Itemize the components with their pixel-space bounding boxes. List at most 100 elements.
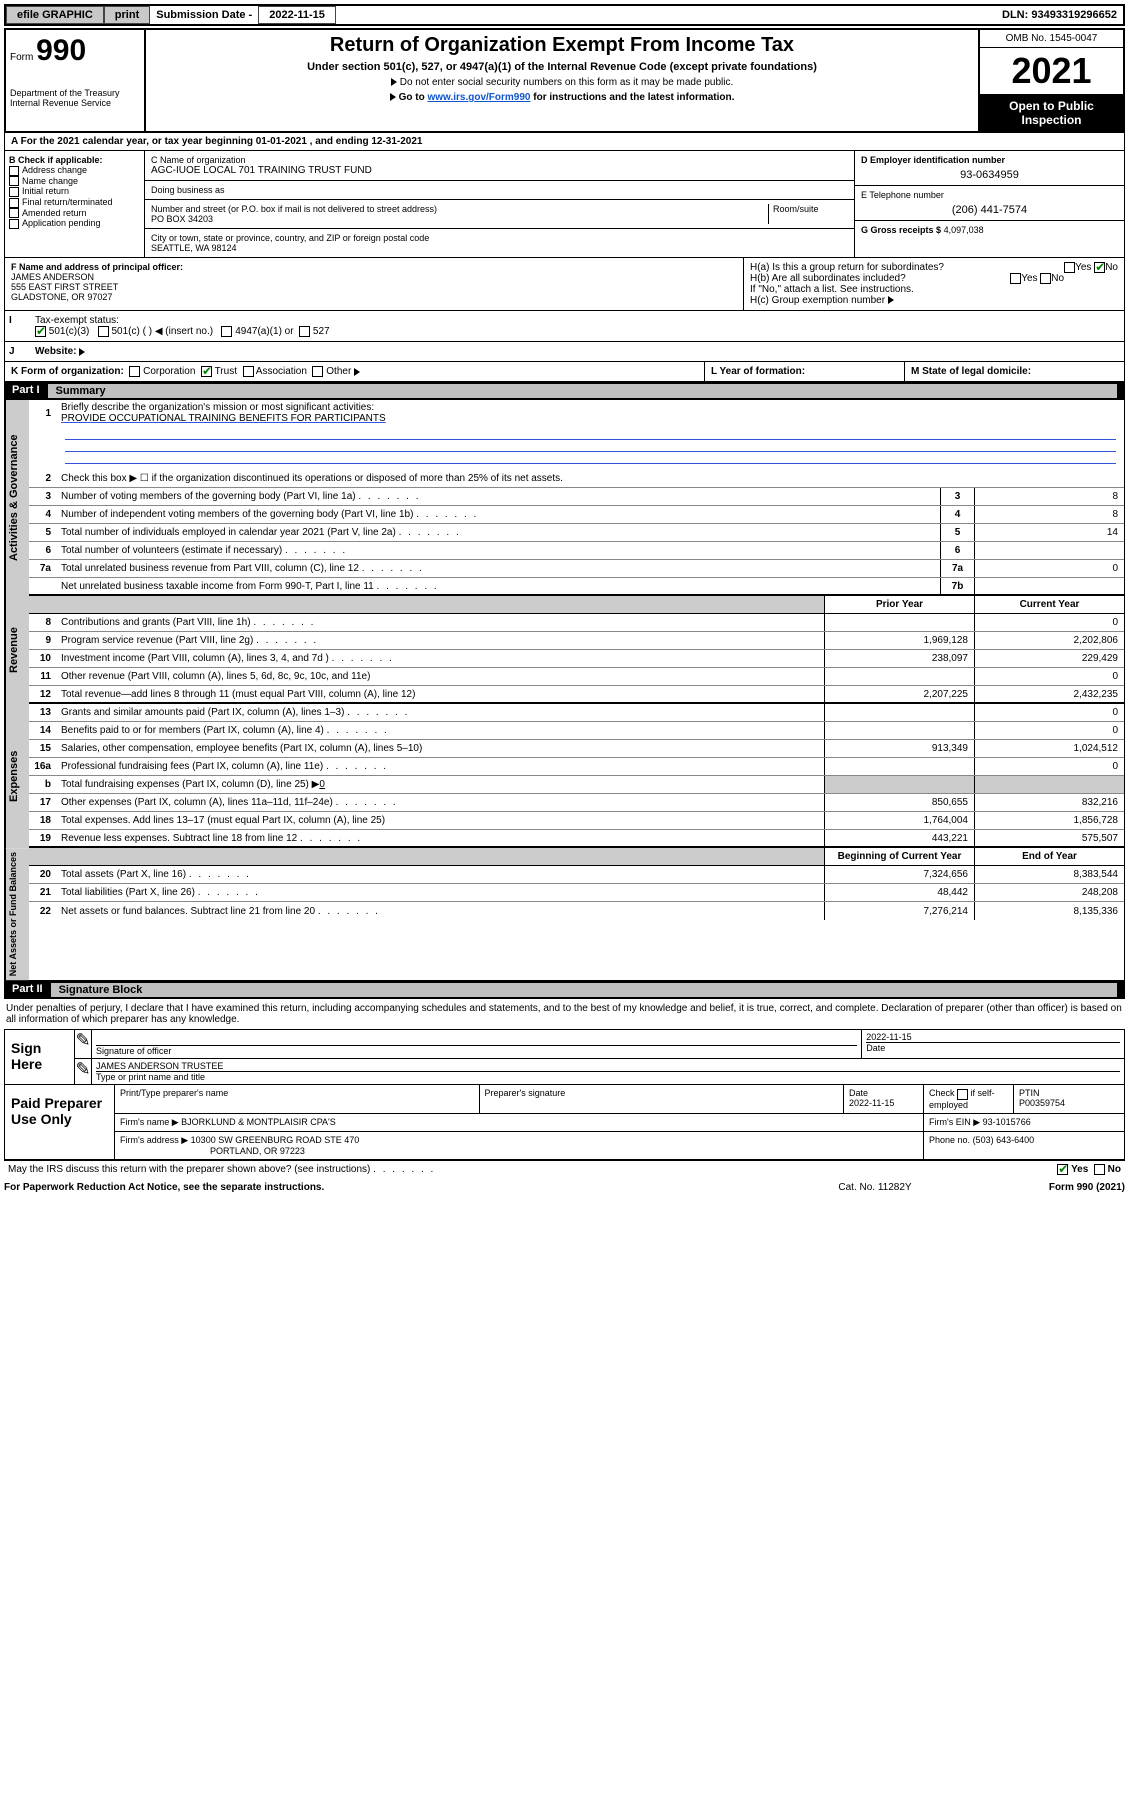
sidebar-expenses: Expenses xyxy=(5,704,29,848)
hb-note: If "No," attach a list. See instructions… xyxy=(750,284,1118,295)
line14-prior xyxy=(824,722,974,739)
line5-value: 14 xyxy=(974,524,1124,541)
line18-prior: 1,764,004 xyxy=(824,812,974,829)
i-527-checkbox[interactable] xyxy=(299,326,310,337)
ptin-value: P00359754 xyxy=(1019,1098,1065,1108)
i-label: Tax-exempt status: xyxy=(35,315,119,326)
line11-current: 0 xyxy=(974,668,1124,685)
section-ij: I Tax-exempt status: 501(c)(3) 501(c) ( … xyxy=(4,311,1125,342)
line17-current: 832,216 xyxy=(974,794,1124,811)
footer-cat-no: Cat. No. 11282Y xyxy=(775,1182,975,1193)
line22-label: Net assets or fund balances. Subtract li… xyxy=(57,904,824,919)
hc-row: H(c) Group exemption number xyxy=(750,295,1118,306)
k-assoc-checkbox[interactable] xyxy=(243,366,254,377)
checkbox-name-change[interactable]: Name change xyxy=(9,176,140,187)
e-phone-value: (206) 441-7574 xyxy=(861,200,1118,216)
line12-prior: 2,207,225 xyxy=(824,686,974,702)
prep-date-label: Date xyxy=(849,1088,868,1098)
checkbox-initial-return[interactable]: Initial return xyxy=(9,186,140,197)
line21-prior: 48,442 xyxy=(824,884,974,901)
i-4947-checkbox[interactable] xyxy=(221,326,232,337)
pen-icon: ✎ xyxy=(75,1030,91,1058)
hb-row: H(b) Are all subordinates included? Yes … xyxy=(750,273,1118,284)
line19-label: Revenue less expenses. Subtract line 18 … xyxy=(57,831,824,846)
self-employed-checkbox[interactable] xyxy=(957,1089,968,1100)
tax-year: 2021 xyxy=(980,48,1123,95)
checkbox-final-return[interactable]: Final return/terminated xyxy=(9,197,140,208)
hb-no-checkbox[interactable] xyxy=(1040,273,1051,284)
line21-label: Total liabilities (Part X, line 26) xyxy=(57,885,824,900)
i-501c3-checkbox[interactable] xyxy=(35,326,46,337)
k-other-checkbox[interactable] xyxy=(312,366,323,377)
line10-prior: 238,097 xyxy=(824,650,974,667)
c-city-label: City or town, state or province, country… xyxy=(151,233,848,243)
f-addr1: 555 EAST FIRST STREET xyxy=(11,282,737,292)
line9-label: Program service revenue (Part VIII, line… xyxy=(57,633,824,648)
pen-icon-2: ✎ xyxy=(75,1059,91,1084)
ha-yes-checkbox[interactable] xyxy=(1064,262,1075,273)
line12-current: 2,432,235 xyxy=(974,686,1124,702)
line16a-prior xyxy=(824,758,974,775)
efile-graphic-button[interactable]: efile GRAPHIC xyxy=(6,6,104,24)
line6-label: Total number of volunteers (estimate if … xyxy=(57,543,940,558)
line8-label: Contributions and grants (Part VIII, lin… xyxy=(57,615,824,630)
k-label: K Form of organization: xyxy=(11,366,124,377)
footer-left: For Paperwork Reduction Act Notice, see … xyxy=(4,1182,775,1193)
irs-link[interactable]: www.irs.gov/Form990 xyxy=(427,92,530,103)
may-irs-row: May the IRS discuss this return with the… xyxy=(4,1160,1125,1178)
checkbox-amended-return[interactable]: Amended return xyxy=(9,208,140,219)
mission-blank-lines xyxy=(29,426,1124,470)
form-subtitle-3: Go to www.irs.gov/Form990 for instructio… xyxy=(150,92,974,103)
form-title: Return of Organization Exempt From Incom… xyxy=(150,34,974,57)
d-ein-label: D Employer identification number xyxy=(861,155,1118,165)
firm-ein-value: 93-1015766 xyxy=(983,1117,1031,1127)
line1-mission: PROVIDE OCCUPATIONAL TRAINING BENEFITS F… xyxy=(61,413,386,424)
line2-text: Check this box ▶ ☐ if the organization d… xyxy=(57,471,1124,486)
sidebar-activities-governance: Activities & Governance xyxy=(5,400,29,596)
line3-label: Number of voting members of the governin… xyxy=(57,489,940,504)
signature-label: Signature of officer xyxy=(96,1046,857,1056)
signature-date-label: Date xyxy=(866,1043,1120,1053)
may-irs-yes-checkbox[interactable] xyxy=(1057,1164,1068,1175)
prep-name-label: Print/Type preparer's name xyxy=(115,1085,480,1112)
hb-yes-checkbox[interactable] xyxy=(1010,273,1021,284)
line7a-label: Total unrelated business revenue from Pa… xyxy=(57,561,940,576)
line13-label: Grants and similar amounts paid (Part IX… xyxy=(57,705,824,720)
firm-addr1: 10300 SW GREENBURG ROAD STE 470 xyxy=(191,1135,360,1145)
checkbox-address-change[interactable]: Address change xyxy=(9,165,140,176)
line9-current: 2,202,806 xyxy=(974,632,1124,649)
section-j: J Website: xyxy=(4,342,1125,362)
omb-number: OMB No. 1545-0047 xyxy=(980,30,1123,48)
sign-here-label: Sign Here xyxy=(5,1030,75,1084)
sidebar-net-assets: Net Assets or Fund Balances xyxy=(5,848,29,980)
may-irs-no-checkbox[interactable] xyxy=(1094,1164,1105,1175)
line14-label: Benefits paid to or for members (Part IX… xyxy=(57,723,824,738)
line4-value: 8 xyxy=(974,506,1124,523)
ha-no-checkbox[interactable] xyxy=(1094,262,1105,273)
line11-prior xyxy=(824,668,974,685)
form-number: 990 xyxy=(36,34,86,67)
g-gross-value: 4,097,038 xyxy=(944,225,984,235)
top-bar: efile GRAPHIC print Submission Date - 20… xyxy=(4,4,1125,26)
penalty-statement: Under penalties of perjury, I declare th… xyxy=(4,999,1125,1029)
line18-label: Total expenses. Add lines 13–17 (must eq… xyxy=(57,813,824,828)
firm-name-value: BJORKLUND & MONTPLAISIR CPA'S xyxy=(181,1117,336,1127)
c-addr-value: PO BOX 34203 xyxy=(151,214,768,224)
m-state-domicile: M State of legal domicile: xyxy=(904,362,1124,381)
line20-current: 8,383,544 xyxy=(974,866,1124,883)
ptin-label: PTIN xyxy=(1019,1088,1040,1098)
line9-prior: 1,969,128 xyxy=(824,632,974,649)
firm-addr2: PORTLAND, OR 97223 xyxy=(210,1146,305,1156)
firm-phone-label: Phone no. xyxy=(929,1135,970,1145)
prep-sig-label: Preparer's signature xyxy=(480,1085,845,1112)
line3-value: 8 xyxy=(974,488,1124,505)
line1-label: Briefly describe the organization's miss… xyxy=(61,402,374,413)
checkbox-application-pending[interactable]: Application pending xyxy=(9,218,140,229)
line17-prior: 850,655 xyxy=(824,794,974,811)
k-corp-checkbox[interactable] xyxy=(129,366,140,377)
line7b-label: Net unrelated business taxable income fr… xyxy=(57,579,940,594)
i-501c-checkbox[interactable] xyxy=(98,326,109,337)
print-button[interactable]: print xyxy=(104,6,150,24)
line5-label: Total number of individuals employed in … xyxy=(57,525,940,540)
k-trust-checkbox[interactable] xyxy=(201,366,212,377)
